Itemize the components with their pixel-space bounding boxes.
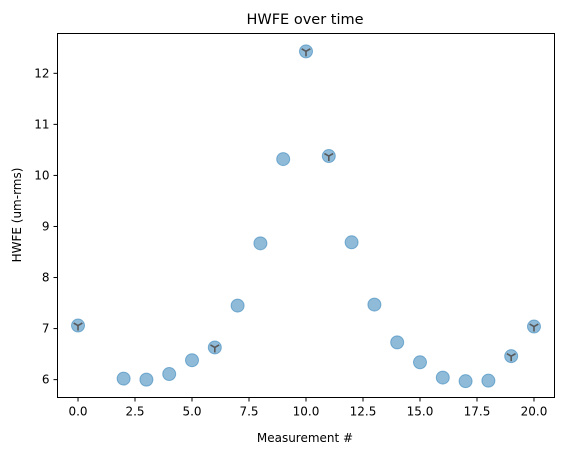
data-point <box>139 372 154 387</box>
y-tick-label: 12 <box>34 66 49 80</box>
tri-marker <box>210 344 220 353</box>
y-tick-label: 8 <box>42 271 50 285</box>
tri-marker <box>301 48 311 57</box>
data-point <box>458 374 473 389</box>
plot-area <box>71 44 541 389</box>
data-point <box>390 335 405 350</box>
data-point <box>230 298 245 313</box>
data-point <box>185 353 200 368</box>
x-tick-label: 20.0 <box>521 405 548 419</box>
plot-frame <box>57 33 555 398</box>
y-tick-label: 10 <box>34 168 49 182</box>
y-tick-label: 7 <box>42 322 50 336</box>
x-axis-label: Measurement # <box>257 431 353 445</box>
data-point <box>481 373 496 388</box>
data-point <box>253 236 268 251</box>
data-point <box>412 355 427 370</box>
tri-marker <box>324 152 334 162</box>
x-tick-label: 2.5 <box>125 405 144 419</box>
x-tick-label: 12.5 <box>350 405 377 419</box>
x-tick-label: 15.0 <box>407 405 434 419</box>
x-tick-label: 17.5 <box>464 405 491 419</box>
x-tick-label: 10.0 <box>293 405 320 419</box>
y-axis-label: HWFE (um-rms) <box>10 168 24 263</box>
y-tick-label: 9 <box>42 219 50 233</box>
data-point <box>162 367 177 382</box>
y-tick-label: 6 <box>42 373 50 387</box>
x-tick-label: 0.0 <box>68 405 87 419</box>
data-point <box>435 370 450 385</box>
y-axis: 6 7 8 9 10 11 12 <box>34 66 58 387</box>
tri-marker <box>529 323 539 332</box>
data-point <box>344 235 359 250</box>
x-axis: 0.0 2.5 5.0 7.5 10.0 12.5 15.0 17.5 20.0 <box>68 397 548 419</box>
tri-marker <box>506 352 516 362</box>
data-point <box>276 152 291 167</box>
data-point <box>367 297 382 312</box>
y-tick-label: 11 <box>34 117 49 131</box>
x-tick-label: 5.0 <box>182 405 201 419</box>
data-point <box>116 371 131 386</box>
chart-title: HWFE over time <box>246 12 363 28</box>
x-tick-label: 7.5 <box>239 405 258 419</box>
tri-marker <box>73 322 83 331</box>
